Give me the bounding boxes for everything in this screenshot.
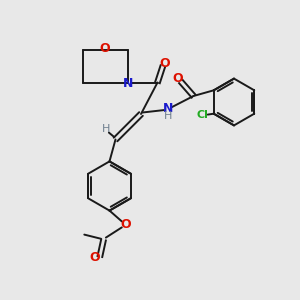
Text: H: H bbox=[164, 111, 172, 121]
Text: O: O bbox=[100, 42, 110, 55]
Text: Cl: Cl bbox=[196, 110, 208, 120]
Text: O: O bbox=[159, 57, 170, 70]
Text: N: N bbox=[163, 102, 173, 115]
Text: H: H bbox=[102, 124, 111, 134]
Text: N: N bbox=[123, 76, 133, 90]
Text: O: O bbox=[172, 72, 183, 85]
Text: O: O bbox=[121, 218, 131, 232]
Text: O: O bbox=[89, 250, 100, 264]
